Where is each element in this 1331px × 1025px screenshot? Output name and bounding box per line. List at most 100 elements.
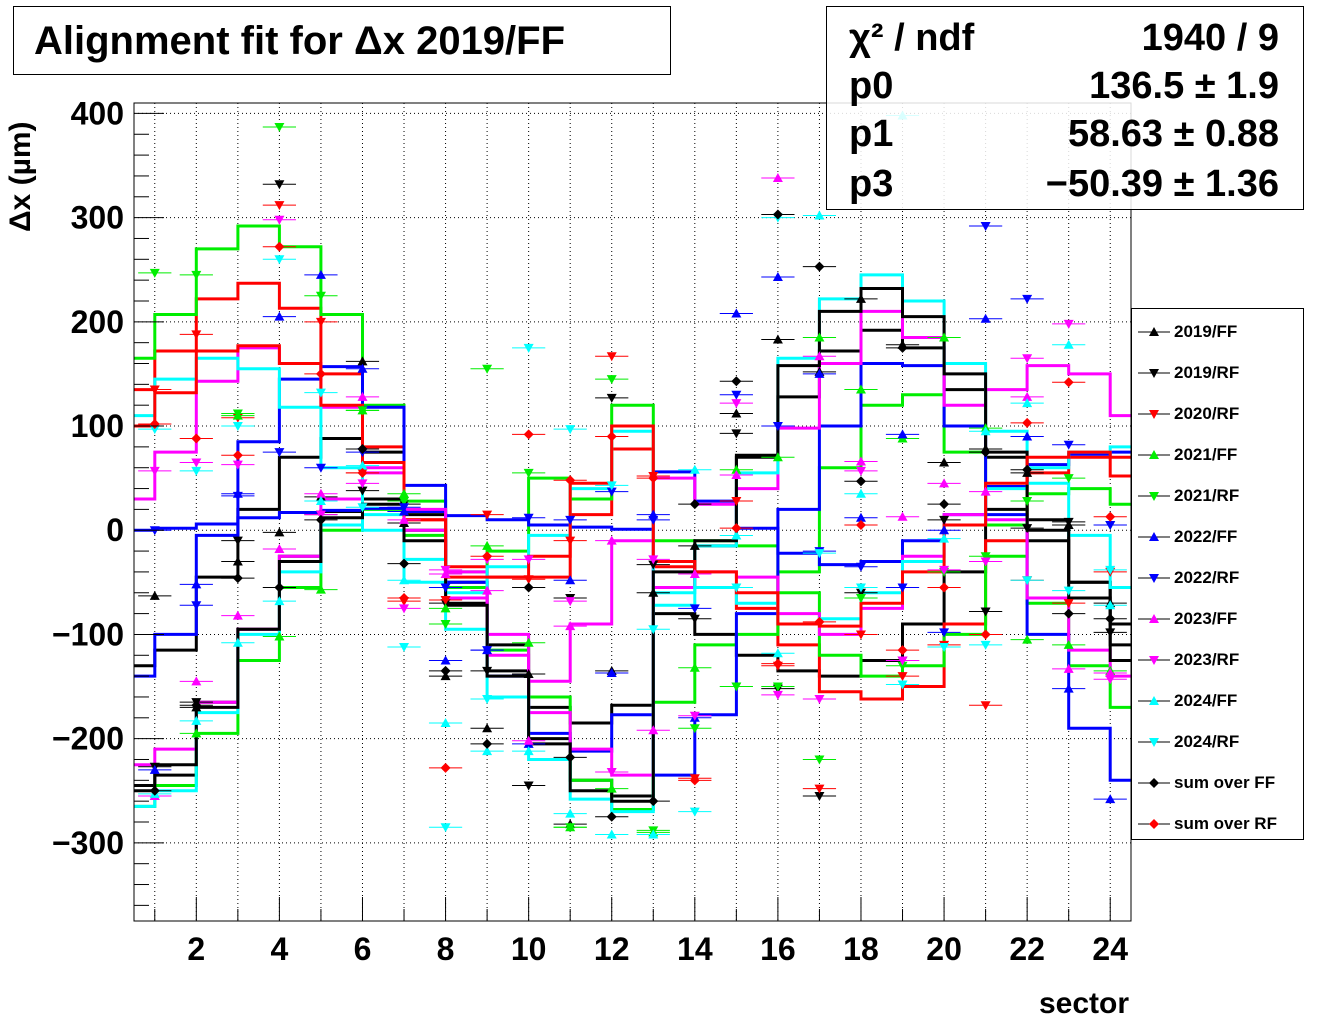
legend-symbol (1149, 450, 1159, 459)
data-point (179, 466, 213, 476)
x-tick-label: 20 (926, 931, 962, 967)
stat-row-p3: p3 −50.39 ± 1.36 (849, 163, 1279, 211)
point-marker (855, 384, 866, 394)
point-marker (315, 269, 326, 279)
fit-curve (134, 273, 1131, 814)
point-marker (772, 422, 783, 432)
legend-item: 2023/RF (1132, 639, 1305, 680)
stat-name: p0 (849, 65, 894, 107)
legend-marker (1138, 656, 1170, 665)
data-point (968, 447, 1003, 458)
data-point (1010, 576, 1044, 586)
x-tick-label: 8 (437, 931, 455, 967)
data-point (428, 583, 463, 593)
stat-name: χ² / ndf (849, 17, 975, 59)
point-marker (1105, 600, 1116, 610)
fit-curve (134, 362, 1131, 782)
data-point (885, 661, 920, 671)
legend: 2019/FF 2019/RF 2020/RF 2021/FF 2021/RF 2022/… (1131, 308, 1304, 840)
legend-symbol (1149, 574, 1159, 583)
axes: 2 4 6 8 10 12 14 16 18 20 22 24−300−200−10001002003… (52, 95, 1128, 967)
data-point (844, 466, 878, 476)
data-point (844, 630, 878, 640)
point-marker (689, 614, 700, 624)
data-point (802, 791, 837, 801)
fit-curve (134, 356, 1131, 626)
data-point (595, 375, 629, 385)
data-point (761, 422, 795, 432)
data-point (1093, 521, 1127, 531)
data-point (636, 587, 670, 597)
point-marker (606, 481, 617, 491)
point-marker (772, 173, 783, 183)
data-point (304, 496, 338, 506)
data-point (802, 616, 837, 627)
point-marker (855, 456, 866, 466)
point-marker (399, 575, 410, 585)
data-point (221, 573, 255, 584)
data-point (553, 597, 587, 607)
point-marker (315, 488, 326, 498)
data-point (1010, 634, 1044, 644)
point-marker (232, 637, 243, 647)
data-point (345, 486, 380, 496)
data-point (512, 429, 546, 440)
legend-marker (1138, 574, 1170, 583)
point-marker (357, 486, 368, 496)
data-point (1010, 294, 1044, 304)
data-points (138, 110, 1127, 839)
point-marker (523, 575, 534, 585)
point-marker (357, 363, 368, 373)
point-marker (897, 656, 908, 666)
y-tick-label: −100 (52, 616, 124, 652)
data-point (719, 408, 753, 418)
point-marker (149, 466, 160, 476)
data-point (553, 515, 587, 525)
legend-symbol (1149, 532, 1159, 541)
legend-marker (1138, 492, 1170, 501)
x-tick-label: 12 (594, 931, 630, 967)
point-marker (980, 552, 991, 562)
point-marker (1063, 377, 1074, 388)
stat-name: p3 (849, 163, 894, 205)
legend-item: 2021/FF (1132, 434, 1305, 475)
point-marker (939, 499, 950, 510)
data-point (595, 783, 629, 793)
data-point (1093, 613, 1127, 624)
data-point (678, 569, 712, 579)
data-point (761, 648, 795, 658)
point-marker (648, 515, 659, 525)
data-point (138, 466, 172, 476)
data-point (553, 575, 587, 585)
point-marker (772, 658, 783, 669)
data-point (927, 642, 961, 652)
point-marker (939, 525, 950, 535)
point-marker (399, 592, 410, 603)
point-marker (1022, 431, 1033, 441)
point-marker (814, 755, 825, 765)
point-marker (191, 458, 202, 468)
point-marker (855, 488, 866, 498)
point-marker (440, 596, 451, 606)
point-marker (274, 215, 285, 225)
point-marker (523, 468, 534, 478)
data-point (1010, 354, 1044, 364)
point-marker (523, 735, 534, 745)
point-marker (731, 408, 742, 418)
data-point (304, 291, 338, 301)
data-point (719, 464, 753, 474)
data-point (221, 637, 255, 647)
data-point (262, 582, 297, 593)
legend-symbol (1149, 738, 1159, 747)
legend-item: 2024/RF (1132, 721, 1305, 762)
fit-curve (134, 450, 1131, 567)
data-point (927, 533, 961, 543)
point-marker (523, 513, 534, 523)
point-marker (440, 655, 451, 665)
y-tick-label: 100 (71, 408, 124, 444)
point-marker (232, 422, 243, 432)
point-marker (606, 352, 617, 362)
data-point (968, 313, 1003, 323)
data-point (719, 523, 753, 534)
legend-item: 2019/FF (1132, 311, 1305, 352)
